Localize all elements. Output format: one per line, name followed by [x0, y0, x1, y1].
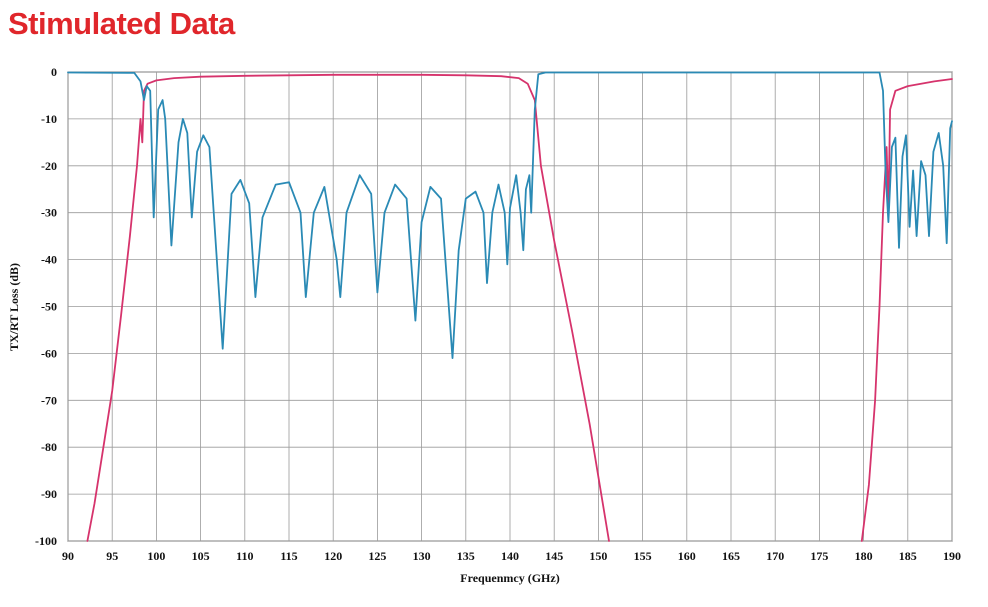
y-tick-label: -100: [35, 534, 57, 548]
y-tick-label: -50: [41, 300, 57, 314]
x-tick-label: 145: [545, 549, 563, 563]
x-tick-label: 115: [280, 549, 297, 563]
y-tick-label: -10: [41, 112, 57, 126]
y-tick-label: -30: [41, 206, 57, 220]
series-line-transmission: [86, 73, 610, 542]
x-tick-label: 125: [368, 549, 386, 563]
x-tick-label: 130: [413, 549, 431, 563]
x-tick-label: 120: [324, 549, 342, 563]
y-tick-label: -20: [41, 159, 57, 173]
y-tick-label: -60: [41, 346, 57, 360]
y-tick-label: -80: [41, 440, 57, 454]
x-tick-label: 190: [943, 549, 961, 563]
grid: [67, 71, 953, 542]
x-tick-label: 110: [236, 549, 253, 563]
x-axis-label: Frequenmcy (GHz): [460, 571, 559, 585]
y-tick-label: -40: [41, 253, 57, 267]
x-tick-label: 185: [899, 549, 917, 563]
series-lines: [67, 71, 953, 542]
x-tick-label: 100: [147, 549, 165, 563]
x-tick-label: 175: [810, 549, 828, 563]
series-line-transmission: [860, 78, 953, 542]
page-title: Stimulated Data: [8, 6, 235, 41]
series-line-return: [67, 71, 953, 359]
x-tick-label: 170: [766, 549, 784, 563]
y-tick-labels: 0 -10 -20 -30 -40 -50 -60 -70 -80 -90 -100: [35, 65, 57, 548]
y-tick-label: -70: [41, 393, 57, 407]
x-tick-label: 180: [855, 549, 873, 563]
y-tick-label: -90: [41, 487, 57, 501]
x-tick-label: 90: [62, 549, 74, 563]
x-tick-label: 150: [589, 549, 607, 563]
x-tick-label: 165: [722, 549, 740, 563]
y-axis-label: TX/RT Loss (dB): [7, 263, 21, 351]
x-tick-label: 135: [457, 549, 475, 563]
x-tick-label: 160: [678, 549, 696, 563]
x-tick-label: 155: [634, 549, 652, 563]
x-tick-label: 105: [192, 549, 210, 563]
x-tick-label: 140: [501, 549, 519, 563]
x-tick-label: 95: [106, 549, 118, 563]
y-tick-label: 0: [51, 65, 57, 79]
x-tick-labels: 90 95 100 105 110 115 120 125 130 135 140 145 150 155…: [62, 549, 961, 563]
